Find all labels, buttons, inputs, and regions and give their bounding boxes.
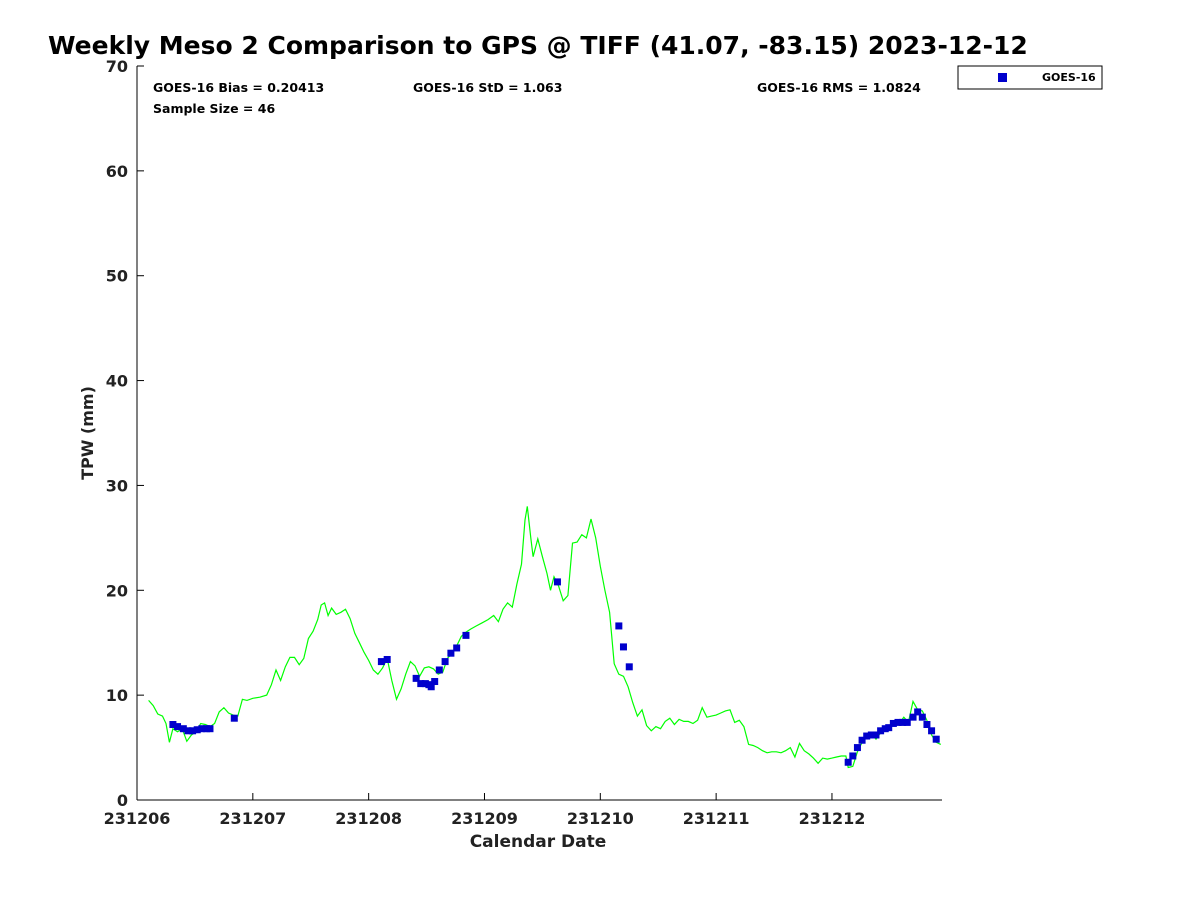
stat-sample-size: Sample Size = 46	[153, 101, 275, 116]
goes16-data-point	[462, 631, 470, 639]
x-tick-label: 231210	[567, 809, 634, 828]
goes16-data-point	[928, 727, 936, 735]
y-tick-label: 0	[117, 791, 128, 810]
goes16-data-point	[844, 758, 852, 766]
goes16-data-point	[174, 723, 182, 731]
goes16-data-point	[849, 752, 857, 760]
goes16-data-point	[198, 725, 206, 733]
y-axis-label: TPW (mm)	[78, 386, 97, 480]
x-tick-label: 231212	[799, 809, 866, 828]
x-tick-label: 231206	[104, 809, 171, 828]
goes16-data-point	[899, 718, 907, 726]
y-tick-label: 50	[106, 267, 128, 286]
goes16-data-point	[885, 724, 893, 732]
x-axis-ticks: 231206 231207 231208 231209 231210 231211 2312…	[104, 793, 866, 828]
goes16-data-point	[615, 622, 623, 630]
x-tick-label: 231207	[219, 809, 286, 828]
y-tick-label: 30	[106, 476, 128, 495]
goes16-data-point	[184, 727, 192, 735]
goes16-data-point	[923, 721, 931, 729]
goes16-data-point	[863, 732, 871, 740]
stat-bias: GOES-16 Bias = 0.20413	[153, 80, 324, 95]
x-tick-label: 231209	[451, 809, 518, 828]
legend: GOES-16	[957, 65, 1103, 90]
goes16-data-point	[553, 578, 561, 586]
goes16-data-point	[858, 736, 866, 744]
goes16-data-point	[932, 735, 940, 743]
y-tick-label: 40	[106, 372, 128, 391]
y-tick-label: 70	[106, 57, 128, 76]
goes16-data-point	[377, 658, 385, 666]
goes16-data-point	[872, 731, 880, 739]
y-tick-label: 60	[106, 162, 128, 181]
x-axis-label: Calendar Date	[470, 832, 607, 852]
x-tick-label: 231211	[683, 809, 750, 828]
plot-area	[136, 66, 942, 801]
goes16-data-point	[169, 721, 177, 729]
x-tick-label: 231208	[335, 809, 402, 828]
goes16-data-point	[867, 731, 875, 739]
goes16-data-point	[441, 658, 449, 666]
goes16-data-point	[625, 663, 633, 671]
chart-title: Weekly Meso 2 Comparison to GPS @ TIFF (…	[48, 31, 1028, 60]
gps-line-series	[148, 506, 942, 769]
goes16-data-point	[206, 725, 214, 733]
goes16-data-point	[853, 744, 861, 752]
goes16-data-point	[894, 718, 902, 726]
goes16-data-point	[435, 666, 443, 674]
goes16-data-point	[383, 655, 391, 663]
gps-tpw-line	[148, 506, 942, 769]
goes16-data-point	[230, 714, 238, 722]
legend-box	[957, 65, 1103, 90]
goes16-data-point	[619, 643, 627, 651]
goes16-data-point	[417, 680, 425, 688]
stat-rms: GOES-16 RMS = 1.0824	[757, 80, 921, 95]
goes16-data-point	[189, 727, 197, 735]
goes16-data-point	[918, 713, 926, 721]
legend-label-goes16: GOES-16	[1042, 71, 1096, 84]
goes16-data-point	[193, 726, 201, 734]
legend-marker-goes16	[998, 73, 1007, 82]
y-tick-label: 20	[106, 581, 128, 600]
goes16-data-point	[179, 725, 187, 733]
goes16-data-point	[889, 719, 897, 727]
goes16-data-point	[447, 649, 455, 657]
y-axis-ticks: 0 10 20 30 40 50 60 70	[106, 57, 144, 810]
goes16-data-point	[909, 713, 917, 721]
goes16-data-point	[914, 708, 922, 716]
goes16-data-point	[412, 674, 420, 682]
goes16-marker-series	[169, 578, 940, 766]
goes16-data-point	[877, 727, 885, 735]
goes16-data-point	[453, 644, 461, 652]
goes16-data-point	[431, 678, 439, 686]
goes16-data-point	[903, 718, 911, 726]
goes16-data-point	[427, 683, 435, 691]
y-tick-label: 10	[106, 686, 128, 705]
stat-std: GOES-16 StD = 1.063	[413, 80, 562, 95]
